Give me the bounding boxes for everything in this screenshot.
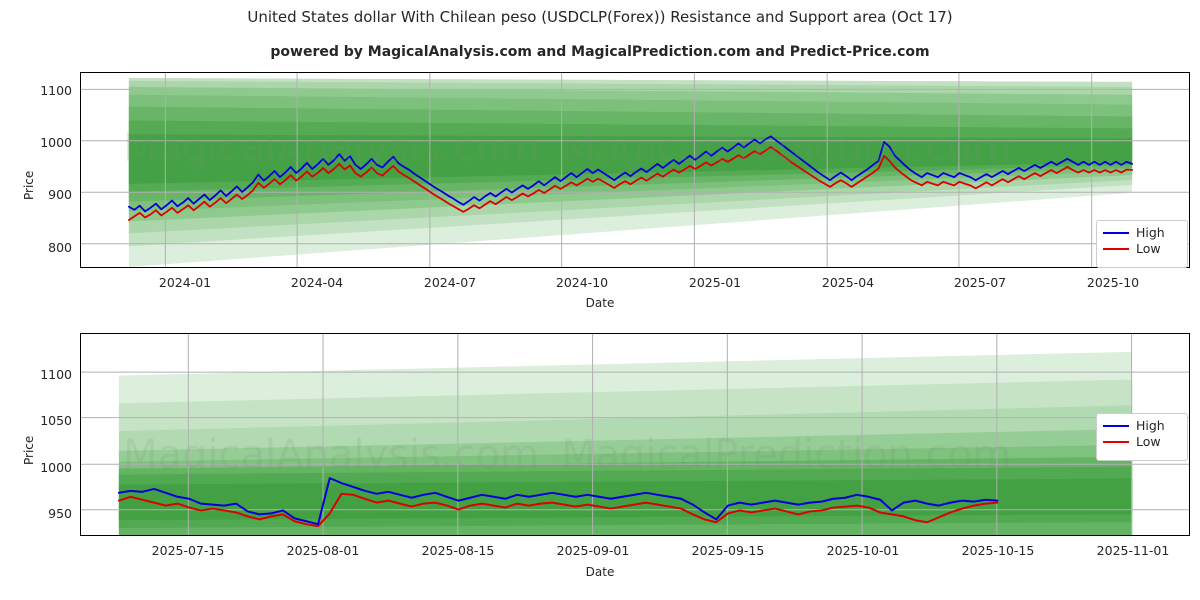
legend-swatch-low bbox=[1103, 441, 1129, 443]
overview-x-tick: 2025-07 bbox=[953, 275, 1007, 290]
detail-plot-svg bbox=[81, 334, 1189, 535]
detail-gridlines bbox=[81, 334, 1189, 535]
detail-low-series bbox=[117, 492, 999, 528]
overview-x-tick: 2024-10 bbox=[555, 275, 609, 290]
overview-plot-area: MagicalAnalysis.com MagicalPrediction.co… bbox=[80, 72, 1190, 268]
overview-y-tick: 800 bbox=[48, 240, 72, 255]
detail-x-tick: 2025-09-15 bbox=[691, 543, 765, 558]
overview-y-tick: 1000 bbox=[40, 135, 72, 150]
detail-x-tick: 2025-08-01 bbox=[286, 543, 360, 558]
overview-x-tick: 2024-04 bbox=[290, 275, 344, 290]
overview-x-tick: 2025-04 bbox=[821, 275, 875, 290]
detail-y-tick: 1050 bbox=[40, 413, 72, 428]
band-core-inner bbox=[128, 134, 1133, 184]
overview-x-tick: 2024-07 bbox=[423, 275, 477, 290]
legend-label-low: Low bbox=[1136, 434, 1161, 449]
legend-label-low: Low bbox=[1136, 241, 1161, 256]
overview-low-series bbox=[128, 146, 1134, 221]
detail-x-tick: 2025-08-15 bbox=[421, 543, 495, 558]
overview-y-tick: 900 bbox=[48, 187, 72, 202]
legend-swatch-high bbox=[1103, 425, 1129, 427]
overview-x-tick: 2025-10 bbox=[1086, 275, 1140, 290]
detail-x-tick: 2025-11-01 bbox=[1096, 543, 1170, 558]
detail-plot-area: MagicalAnalysis.com MagicalPrediction.co… bbox=[80, 333, 1190, 536]
legend-row-low: Low bbox=[1103, 241, 1180, 257]
overview-x-tick: 2024-01 bbox=[158, 275, 212, 290]
overview-x-axis-label: Date bbox=[585, 296, 615, 310]
detail-x-tick: 2025-10-01 bbox=[826, 543, 900, 558]
detail-high-series bbox=[117, 477, 999, 526]
overview-y-tick: 1100 bbox=[40, 83, 72, 98]
legend-swatch-high bbox=[1103, 232, 1129, 234]
detail-legend: High Low bbox=[1096, 413, 1188, 461]
detail-y-tick: 1100 bbox=[40, 367, 72, 382]
legend-swatch-low bbox=[1103, 248, 1129, 250]
legend-row-low: Low bbox=[1103, 434, 1180, 450]
legend-row-high: High bbox=[1103, 225, 1180, 241]
legend-row-high: High bbox=[1103, 418, 1180, 434]
legend-label-high: High bbox=[1136, 225, 1165, 240]
overview-legend: High Low bbox=[1096, 220, 1188, 268]
overview-x-tick: 2025-01 bbox=[688, 275, 742, 290]
detail-x-axis-label: Date bbox=[585, 565, 615, 579]
overview-gridlines bbox=[81, 73, 1189, 267]
detail-x-tick: 2025-09-01 bbox=[556, 543, 630, 558]
detail-x-tick: 2025-07-15 bbox=[151, 543, 225, 558]
page-title: United States dollar With Chilean peso (… bbox=[247, 8, 953, 26]
detail-x-tick: 2025-10-15 bbox=[961, 543, 1035, 558]
legend-label-high: High bbox=[1136, 418, 1165, 433]
detail-y-tick: 950 bbox=[48, 506, 72, 521]
overview-chart-panel: Price 1100 1000 900 800 bbox=[22, 72, 1190, 310]
page-subtitle: powered by MagicalAnalysis.com and Magic… bbox=[270, 44, 930, 60]
detail-chart-panel: Price 1100 1050 1000 950 bbox=[0, 315, 1200, 600]
overview-high-series bbox=[128, 135, 1134, 213]
overview-plot-svg bbox=[81, 73, 1189, 267]
detail-y-tick: 1000 bbox=[40, 460, 72, 475]
